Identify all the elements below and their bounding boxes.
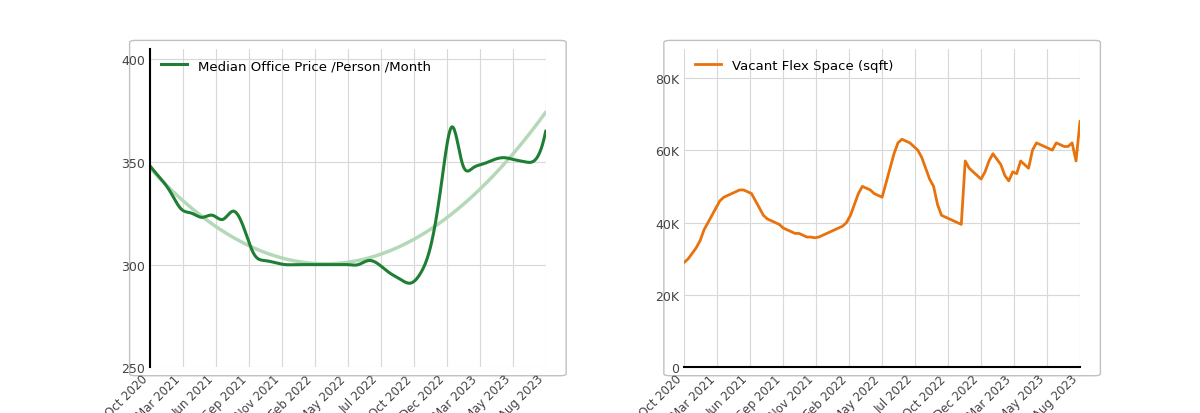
Legend: Median Office Price /Person /Month: Median Office Price /Person /Month xyxy=(156,56,434,77)
Legend: Vacant Flex Space (sqft): Vacant Flex Space (sqft) xyxy=(691,56,898,77)
